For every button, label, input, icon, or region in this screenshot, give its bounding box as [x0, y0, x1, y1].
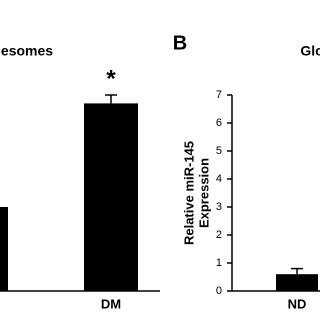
chart-title: Glo [300, 43, 320, 59]
bar [0, 207, 8, 291]
panel-label: B [173, 32, 187, 54]
y-tick-label: 6 [216, 117, 222, 129]
y-tick-label: 5 [216, 145, 222, 157]
y-axis-label: Relative miR-145 [181, 141, 196, 245]
y-tick-label: 3 [216, 201, 222, 213]
bar [276, 274, 318, 291]
annotation: * [106, 65, 116, 92]
bar [84, 103, 138, 292]
y-tick-label: 0 [216, 285, 222, 297]
chart-title: esomes [1, 43, 53, 59]
x-tick-label: ND [288, 296, 307, 311]
y-tick-label: 4 [216, 173, 222, 185]
y-axis-label: Expression [196, 158, 211, 228]
y-tick-label: 1 [216, 257, 222, 269]
y-tick-label: 2 [216, 229, 222, 241]
x-tick-label: DM [101, 296, 121, 311]
y-tick-label: 7 [216, 89, 222, 101]
